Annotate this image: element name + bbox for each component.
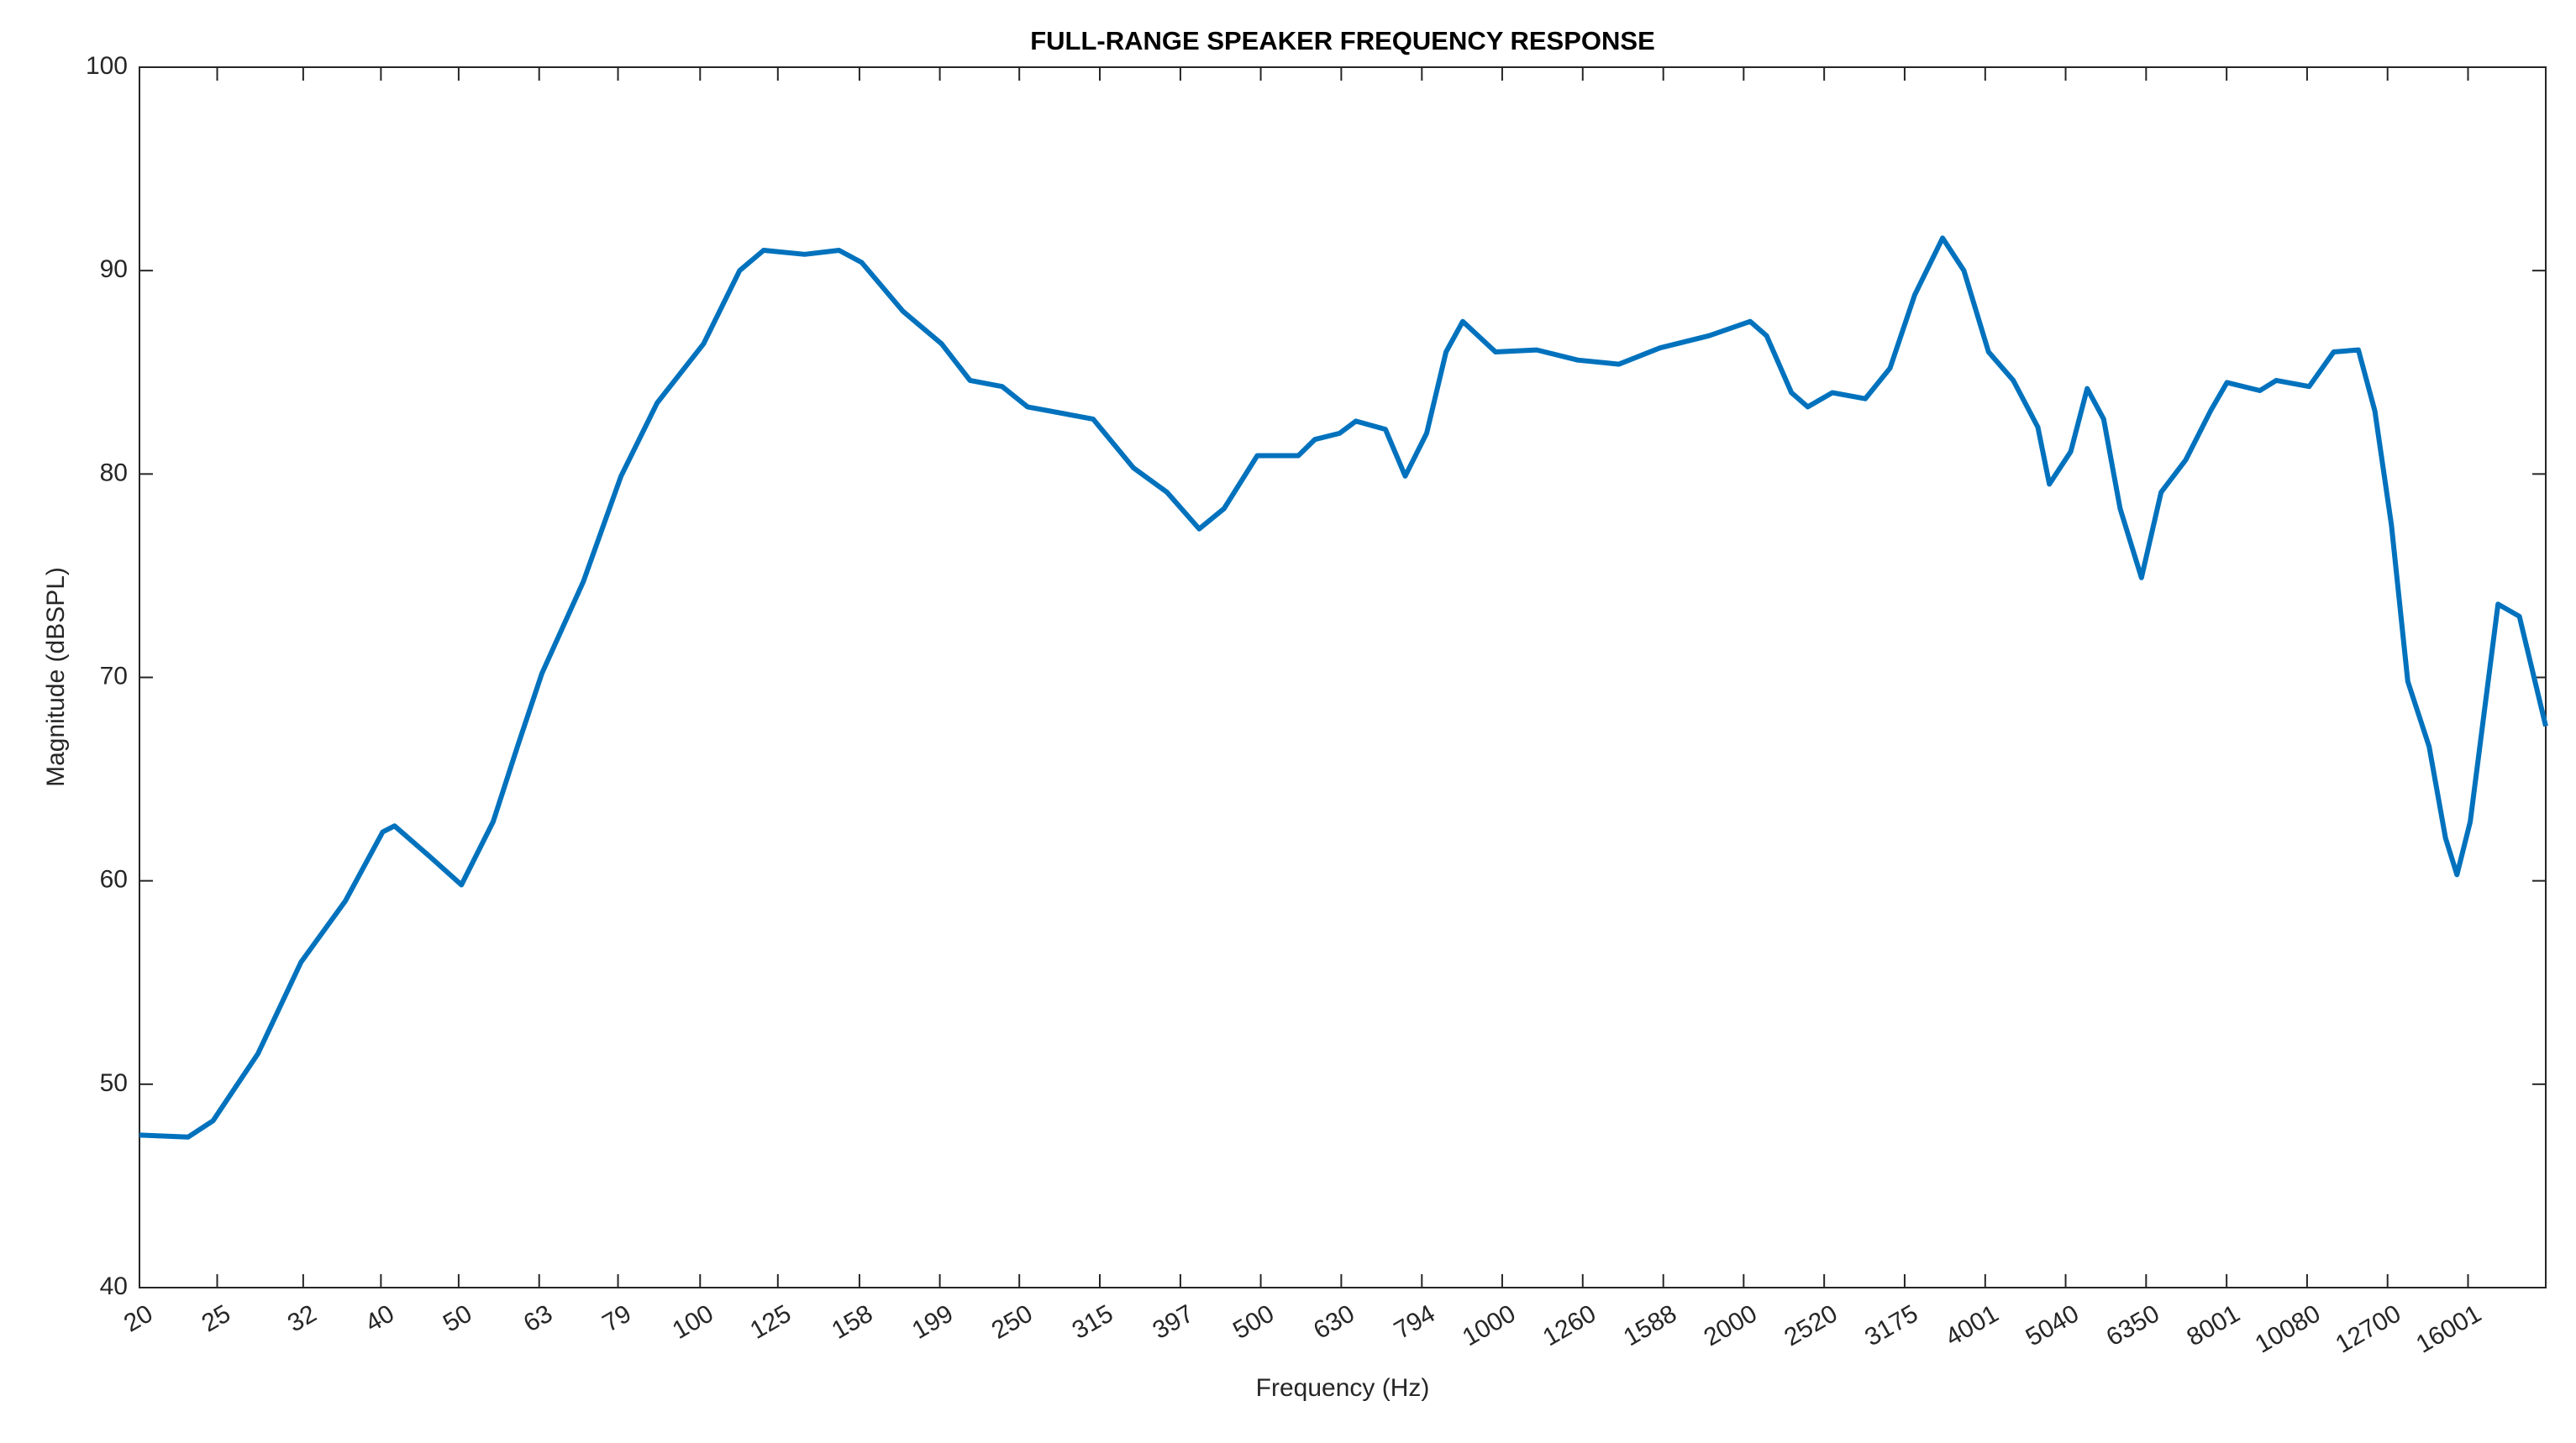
y-tick-label: 70 bbox=[100, 662, 128, 690]
x-tick-label: 32 bbox=[283, 1299, 321, 1337]
x-tick-label: 1000 bbox=[1458, 1299, 1520, 1351]
x-tick-label: 1260 bbox=[1538, 1299, 1601, 1351]
x-tick-label: 100 bbox=[668, 1299, 718, 1345]
x-tick-label: 3175 bbox=[1860, 1299, 1922, 1351]
x-tick-label: 397 bbox=[1149, 1299, 1199, 1345]
y-tick-label: 60 bbox=[100, 866, 128, 894]
x-tick-label: 79 bbox=[598, 1299, 636, 1337]
chart-title: FULL-RANGE SPEAKER FREQUENCY RESPONSE bbox=[1030, 26, 1655, 55]
x-tick-label: 630 bbox=[1309, 1299, 1359, 1345]
x-axis-label: Frequency (Hz) bbox=[1256, 1374, 1430, 1402]
y-tick-label: 50 bbox=[100, 1069, 128, 1097]
x-tick-label: 40 bbox=[360, 1299, 398, 1337]
y-tick-label: 80 bbox=[100, 459, 128, 486]
x-tick-label: 12700 bbox=[2331, 1299, 2405, 1358]
x-tick-label: 63 bbox=[519, 1299, 557, 1337]
x-tick-label: 20 bbox=[119, 1299, 157, 1337]
x-tick-label: 315 bbox=[1068, 1299, 1118, 1345]
x-tick-label: 1588 bbox=[1619, 1299, 1681, 1351]
x-tick-label: 250 bbox=[987, 1299, 1038, 1345]
x-tick-label: 500 bbox=[1228, 1299, 1279, 1345]
plot-frame bbox=[139, 66, 2547, 1288]
x-tick-label: 5040 bbox=[2021, 1299, 2084, 1351]
x-tick-label: 158 bbox=[828, 1299, 878, 1345]
y-tick-label: 90 bbox=[100, 255, 128, 283]
x-tick-label: 25 bbox=[197, 1299, 235, 1337]
data-line bbox=[139, 235, 2548, 1140]
x-tick-label: 125 bbox=[745, 1299, 796, 1345]
x-tick-label: 199 bbox=[907, 1299, 958, 1345]
x-tick-label: 50 bbox=[439, 1299, 476, 1337]
x-tick-label: 10080 bbox=[2251, 1299, 2326, 1358]
y-tick-label: 100 bbox=[86, 52, 128, 80]
x-tick-label: 16001 bbox=[2411, 1299, 2486, 1358]
x-tick-label: 8001 bbox=[2182, 1299, 2244, 1351]
x-tick-label: 794 bbox=[1390, 1299, 1440, 1345]
x-tick-label: 4001 bbox=[1941, 1299, 2003, 1351]
x-tick-label: 2520 bbox=[1780, 1299, 1842, 1351]
y-tick-label: 40 bbox=[100, 1272, 128, 1300]
x-tick-label: 2000 bbox=[1699, 1299, 1761, 1351]
y-axis-label: Magnitude (dBSPL) bbox=[42, 567, 70, 787]
x-tick-label: 6350 bbox=[2101, 1299, 2163, 1351]
